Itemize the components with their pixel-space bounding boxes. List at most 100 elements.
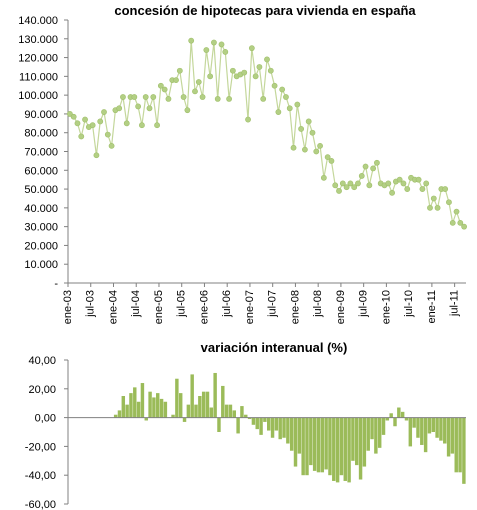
bar — [293, 417, 298, 467]
x-tick-label: ene-10 — [380, 290, 392, 324]
bar — [190, 374, 194, 418]
data-point — [302, 146, 308, 153]
data-point — [248, 45, 255, 52]
data-point — [427, 204, 433, 211]
data-point — [256, 64, 263, 70]
y-tick-label: 110.000 — [19, 71, 58, 83]
x-tick-label: jul-04 — [130, 290, 142, 318]
bar — [228, 404, 233, 418]
data-point — [404, 186, 411, 192]
bar — [286, 417, 290, 444]
bar — [133, 387, 137, 418]
data-point — [290, 144, 297, 151]
bar — [320, 417, 325, 473]
bar — [236, 417, 240, 434]
bar — [282, 417, 286, 438]
data-point — [264, 56, 270, 63]
bar — [171, 414, 175, 418]
data-point — [430, 195, 437, 202]
y-tick-label: 10.000 — [24, 259, 58, 271]
x-tick-label: ene-07 — [244, 290, 256, 324]
y-tick-label: 130.000 — [18, 34, 58, 46]
bar — [351, 417, 355, 461]
bar — [255, 417, 259, 430]
y-tick-label: 100.000 — [18, 90, 58, 102]
y-tick-label: 80.000 — [24, 128, 58, 140]
data-point — [207, 73, 214, 80]
bar — [270, 417, 275, 438]
x-tick-label: ene-08 — [289, 290, 301, 324]
data-point — [328, 157, 335, 164]
bar — [366, 417, 370, 451]
bar — [420, 417, 424, 445]
x-tick-label: ene-03 — [62, 290, 74, 324]
data-point — [157, 82, 164, 89]
data-point — [275, 109, 282, 115]
bar — [221, 385, 225, 418]
data-point — [298, 126, 305, 132]
y-tick-label: 40,00 — [28, 355, 56, 367]
x-tick-label: ene-05 — [153, 290, 165, 324]
y-tick-label: 60.000 — [24, 165, 58, 177]
x-tick-label: jul-07 — [267, 290, 279, 318]
data-point — [229, 67, 236, 74]
bar — [201, 391, 206, 418]
bar — [148, 391, 152, 418]
data-point — [199, 94, 206, 100]
data-point — [218, 41, 225, 48]
data-point — [419, 186, 426, 192]
y-tick-label: 40.000 — [24, 203, 58, 215]
data-point — [267, 67, 274, 74]
data-point — [70, 113, 77, 120]
bar — [458, 417, 462, 473]
bar — [121, 396, 126, 418]
data-point — [366, 182, 373, 189]
bar — [213, 372, 217, 418]
data-point — [317, 142, 323, 149]
data-point — [161, 86, 168, 93]
bar — [435, 417, 439, 438]
x-tick-label: ene-06 — [198, 290, 210, 324]
data-point — [123, 120, 130, 127]
x-tick-label: ene-09 — [335, 290, 347, 324]
bar — [431, 417, 435, 432]
bar — [182, 417, 187, 422]
data-point — [89, 122, 96, 129]
data-point — [343, 184, 350, 191]
data-point — [442, 186, 449, 192]
data-point — [332, 182, 339, 189]
data-point — [453, 208, 460, 215]
data-point — [66, 111, 73, 117]
data-point — [358, 173, 365, 179]
data-point — [389, 189, 395, 196]
bar — [251, 417, 256, 425]
bar — [389, 413, 393, 418]
data-point — [294, 101, 301, 108]
data-point — [184, 107, 191, 114]
x-tick-label: jul-03 — [85, 290, 97, 318]
bar — [377, 417, 382, 448]
bar — [324, 417, 328, 470]
data-point — [286, 105, 293, 112]
chart-title: concesión de hipotecas para vivienda en … — [114, 3, 416, 18]
data-point — [180, 94, 187, 100]
data-point — [313, 148, 320, 155]
data-point — [93, 152, 100, 159]
data-point — [226, 96, 232, 102]
bar — [408, 417, 413, 447]
bar — [400, 411, 405, 418]
data-point — [423, 180, 430, 187]
data-point — [222, 49, 229, 55]
data-point — [116, 105, 123, 112]
data-point — [374, 159, 380, 166]
x-tick-label: jul-11 — [449, 290, 461, 317]
y-tick-label: -60,00 — [25, 499, 56, 510]
bar — [205, 391, 210, 418]
y-tick-label: 50.000 — [24, 184, 58, 196]
bar — [335, 417, 340, 483]
bar — [267, 417, 271, 431]
data-point — [347, 180, 354, 187]
data-point — [434, 204, 441, 211]
bar — [186, 404, 191, 418]
data-point — [97, 118, 104, 125]
